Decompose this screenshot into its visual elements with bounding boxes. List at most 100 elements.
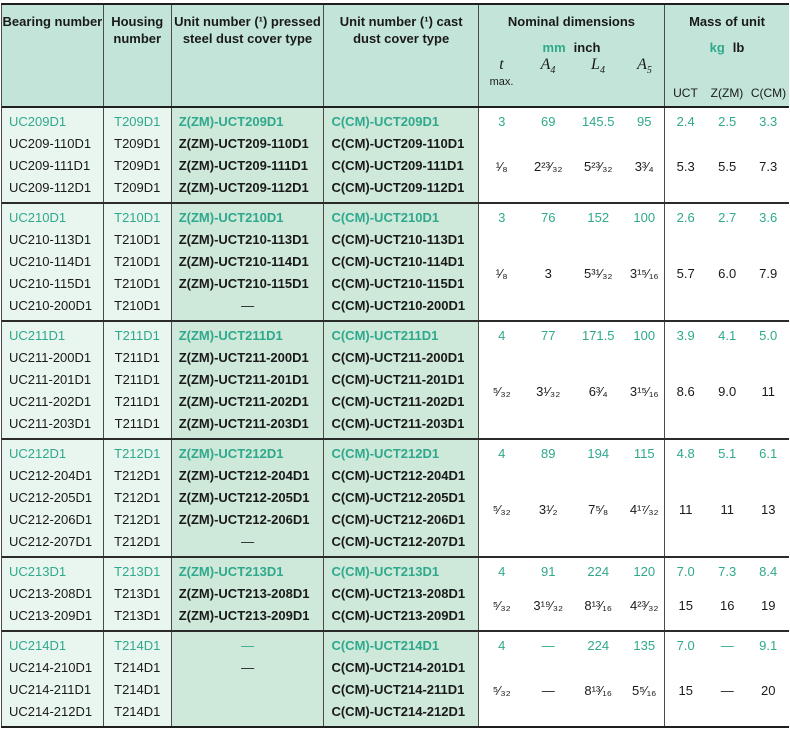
dims-mm-row: 4 77 171.5 100	[479, 325, 664, 347]
pressed-unit-number-cells: Z(ZM)-UCT210D1 Z(ZM)-UCT210-113D1 Z(ZM)-UC…	[171, 204, 325, 320]
dim-symbol-subscript: 5	[646, 65, 652, 77]
housing-number-cell: T211D1	[114, 372, 160, 387]
housing-number-cells: T214D1 T214D1 T214D1 T214D1	[103, 632, 172, 726]
dims-inch-row: ⁵⁄₃₂ — 8¹³⁄₁₆ 5⁵⁄₁₆	[479, 657, 664, 723]
mass-kg-row: 7.0 — 9.1	[665, 635, 789, 657]
bearing-number-cell: UC210-113D1	[9, 232, 92, 247]
housing-number-cell: T209D1	[114, 180, 161, 195]
mass-lb-value: 19	[760, 597, 776, 613]
bearing-number-cell: UC209-112D1	[9, 180, 92, 195]
dims-mm-row: 4 — 224 135	[479, 635, 664, 657]
bearing-number-cell: UC214-211D1	[9, 682, 92, 697]
cast-unit-number-cell: C(CM)-UCT209-112D1	[331, 180, 465, 195]
pressed-unit-number-cell: Z(ZM)-UCT210D1	[178, 210, 284, 225]
dim-symbol: t max.	[479, 56, 524, 88]
dim-mm-value: 4	[498, 446, 506, 461]
mass-kg-value: 3.3	[759, 114, 778, 129]
pressed-unit-number-cells: Z(ZM)-UCT212D1 Z(ZM)-UCT212-204D1 Z(ZM)-UC…	[171, 440, 325, 556]
dim-inch-value: 4²³⁄₃₂	[630, 597, 659, 613]
pressed-unit-number-cell: Z(ZM)-UCT209-112D1	[178, 180, 309, 195]
cast-unit-number-cell: C(CM)-UCT214-201D1	[331, 660, 466, 675]
dim-inch-value: ⁵⁄₃₂	[492, 383, 511, 399]
mass-kg-value: 8.4	[759, 564, 778, 579]
pressed-unit-number-cell: Z(ZM)-UCT211D1	[178, 328, 283, 343]
mass-lb-value: 5.5	[718, 158, 737, 174]
nominal-dimension-values: 3 76 152 100 ¹⁄₈ 3 5³¹⁄₃₂ 3¹⁵⁄₁₆	[479, 204, 666, 320]
dims-mm-row: 4 89 194 115	[479, 443, 664, 465]
dim-inch-value: ¹⁄₈	[495, 265, 508, 281]
pressed-unit-number-cells: Z(ZM)-UCT213D1 Z(ZM)-UCT213-208D1 Z(ZM)-UC…	[171, 558, 325, 630]
dim-inch-value: 4¹⁷⁄₃₂	[629, 501, 659, 517]
mass-kg-value: 4.1	[718, 328, 737, 343]
mass-values: 4.8 5.1 6.1 11 11 13	[665, 440, 789, 556]
unit-kg-label: kg	[709, 40, 725, 55]
table-body: UC209D1 UC209-110D1 UC209-111D1 UC209-112D1…	[1, 108, 789, 726]
bearing-number-cell: UC212-206D1	[9, 512, 93, 527]
cast-unit-number-cell: C(CM)-UCT210-200D1	[331, 298, 466, 313]
mass-lb-value: 11	[761, 383, 775, 399]
dim-inch-value: 3¹⁹⁄₃₂	[533, 597, 564, 613]
dim-mm-value: 100	[633, 328, 656, 343]
housing-number-cell: T211D1	[114, 416, 160, 431]
mass-lb-row: 15 — 20	[665, 657, 789, 723]
mass-lb-value: 13	[760, 501, 776, 517]
pressed-unit-number-cell: Z(ZM)-UCT210-113D1	[178, 232, 309, 247]
pressed-unit-number-cell: Z(ZM)-UCT209-110D1	[178, 136, 309, 151]
bearing-number-cell: UC209-111D1	[9, 158, 91, 173]
dim-mm-value: 224	[587, 564, 610, 579]
dims-inch-row: ⁵⁄₃₂ 3¹⁄₃₂ 6³⁄₄ 3¹⁵⁄₁₆	[479, 347, 664, 435]
cast-unit-number-cells: C(CM)-UCT211D1 C(CM)-UCT211-200D1 C(CM)-UC…	[324, 322, 480, 438]
pressed-unit-number-cell: —	[241, 534, 255, 549]
dim-mm-value: 224	[587, 638, 610, 653]
bearing-number-cell: UC212-205D1	[9, 490, 93, 505]
dim-symbol-letter: A	[637, 56, 647, 73]
housing-number-cell: T214D1	[114, 704, 161, 719]
pressed-unit-number-cell: Z(ZM)-UCT209D1	[178, 114, 284, 129]
bearing-number-cells: UC213D1 UC213-208D1 UC213-209D1	[2, 558, 104, 630]
mass-kg-value: 7.0	[676, 564, 695, 579]
dim-mm-value: 4	[498, 564, 506, 579]
cast-unit-number-cell: C(CM)-UCT213D1	[331, 564, 440, 579]
dim-mm-value: 115	[633, 446, 655, 461]
dims-inch-row: ⁵⁄₃₂ 3¹⁹⁄₃₂ 8¹³⁄₁₆ 4²³⁄₃₂	[479, 583, 664, 627]
cast-unit-number-cell: C(CM)-UCT212-205D1	[331, 490, 466, 505]
housing-number-cell: T213D1	[114, 608, 161, 623]
dim-mm-value: 145.5	[581, 114, 615, 129]
nominal-dimension-values: 3 69 145.5 95 ¹⁄₈ 2²³⁄₃₂ 5²³⁄₃₂ 3³⁄₄	[479, 108, 666, 202]
dim-inch-value: ⁵⁄₃₂	[492, 501, 511, 517]
dim-inch-value: —	[541, 682, 555, 698]
cast-unit-number-cell: C(CM)-UCT209-111D1	[331, 158, 464, 173]
bearing-number-cell: UC209-110D1	[9, 136, 92, 151]
bearing-number-cells: UC211D1 UC211-200D1 UC211-201D1 UC211-202D1…	[2, 322, 104, 438]
dim-inch-value: ⁵⁄₃₂	[492, 597, 511, 613]
bearing-number-cell: UC210-114D1	[9, 254, 92, 269]
header-bearing-number: Bearing number	[2, 5, 104, 106]
housing-number-cells: T212D1 T212D1 T212D1 T212D1 T212D1	[103, 440, 172, 556]
cast-unit-number-cell: C(CM)-UCT212-206D1	[331, 512, 466, 527]
cast-unit-number-cell: C(CM)-UCT211-201D1	[331, 372, 465, 387]
housing-number-cell: T212D1	[114, 512, 161, 527]
dim-inch-value: ¹⁄₈	[495, 158, 508, 174]
housing-number-cell: T214D1	[114, 638, 161, 653]
housing-number-cell: T212D1	[114, 490, 161, 505]
pressed-unit-number-cells: — —	[171, 632, 325, 726]
pressed-unit-number-cell: Z(ZM)-UCT211-200D1	[178, 350, 309, 365]
header-unit-pressed-steel: Unit number (¹) pressed steel dust cover…	[172, 5, 325, 106]
bearing-number-cell: UC211-200D1	[9, 350, 92, 365]
housing-number-cells: T213D1 T213D1 T213D1	[103, 558, 172, 630]
unit-lb-label: lb	[732, 40, 745, 55]
bearing-number-cell: UC210-200D1	[9, 298, 93, 313]
pressed-unit-number-cell: Z(ZM)-UCT213-209D1	[178, 608, 310, 623]
bearing-number-cells: UC209D1 UC209-110D1 UC209-111D1 UC209-112D1	[2, 108, 104, 202]
housing-number-cell: T209D1	[114, 114, 161, 129]
dim-inch-value: ⁵⁄₃₂	[492, 682, 511, 698]
mass-values: 2.4 2.5 3.3 5.3 5.5 7.3	[665, 108, 789, 202]
mass-kg-row: 2.6 2.7 3.6	[665, 207, 789, 229]
bearing-number-cell: UC213-209D1	[9, 608, 93, 623]
cast-unit-number-cell: C(CM)-UCT210-113D1	[331, 232, 465, 247]
mass-lb-row: 5.3 5.5 7.3	[665, 133, 789, 199]
header-mass-of-unit: Mass of unit kg lb UCT Z(ZM) C(CM)	[665, 5, 789, 106]
cast-unit-number-cell: C(CM)-UCT212D1	[331, 446, 440, 461]
dims-unit-line: mm inch	[479, 40, 664, 55]
mass-kg-value: 5.0	[759, 328, 778, 343]
